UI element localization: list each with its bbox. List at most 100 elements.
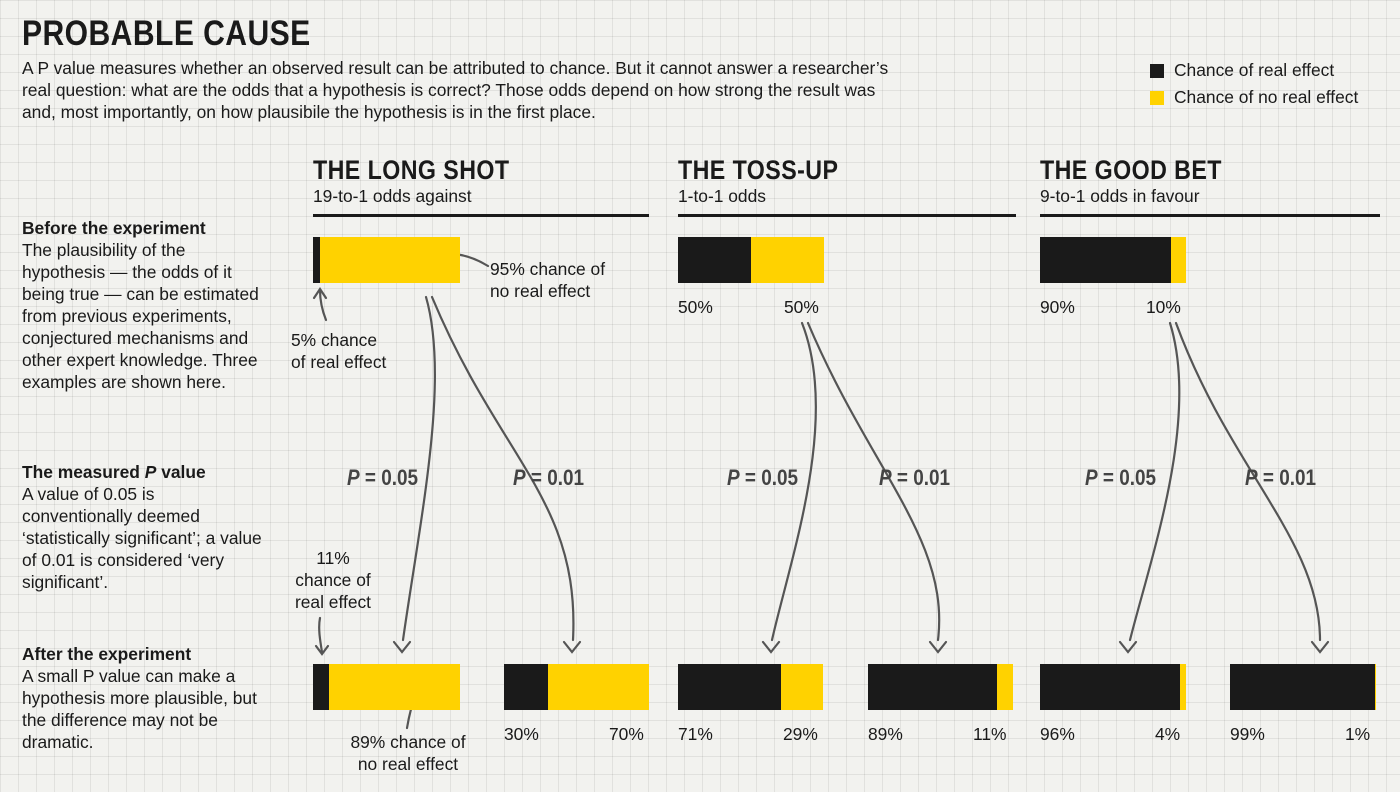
before-text: The plausibility of the hypothesis — the…: [22, 240, 259, 392]
pct-real: 89%: [868, 724, 903, 744]
column-rule: [1040, 214, 1380, 217]
column-longshot-header: THE LONG SHOT 19-to-1 odds against: [313, 155, 542, 207]
pvalue-text: A value of 0.05 is conventionally deemed…: [22, 484, 262, 592]
column-subtitle: 9-to-1 odds in favour: [1040, 186, 1200, 206]
p-label-goodbet-005: P = 0.05: [1085, 465, 1156, 491]
p-value: = 0.05: [1102, 465, 1157, 490]
arrow-tossup-p005: [770, 321, 818, 642]
bar-longshot-before: [313, 237, 460, 283]
column-subtitle: 1-to-1 odds: [678, 186, 766, 206]
pct-real: 99%: [1230, 724, 1265, 744]
bar-longshot-after-p001: [504, 664, 649, 710]
annotation-after-no-real: 89% chance of no real effect: [350, 732, 466, 774]
arrowhead: [1310, 640, 1330, 654]
pct-real: 50%: [678, 297, 713, 317]
column-rule: [313, 214, 649, 217]
bar-segment-real: [678, 237, 751, 283]
bar-segment-no-real: [780, 664, 823, 710]
bar-tossup-after-p001: [868, 664, 1013, 710]
bar-segment-no-real: [547, 664, 649, 710]
pct-no-real: 10%: [1146, 297, 1181, 317]
bar-segment-real: [868, 664, 998, 710]
column-subtitle: 19-to-1 odds against: [313, 186, 472, 206]
pct-no-real: 29%: [783, 724, 818, 744]
p-symbol: P: [727, 465, 740, 490]
arrowhead: [314, 644, 330, 656]
annotation-before-real: 5% chance of real effect: [291, 330, 387, 372]
bar-segment-real: [504, 664, 548, 710]
pct-no-real: 4%: [1155, 724, 1181, 744]
column-tossup-header: THE TOSS-UP 1-to-1 odds: [678, 155, 865, 207]
p-label-longshot-005: P = 0.05: [347, 465, 418, 491]
bar-goodbet-after-p005: [1040, 664, 1186, 710]
bar-tossup-before: [678, 237, 824, 283]
p-value: = 0.01: [1262, 465, 1317, 490]
bar-segment-no-real: [751, 237, 824, 283]
arrow-goodbet-p005: [1128, 321, 1181, 642]
bar-goodbet-after-p001: [1230, 664, 1376, 710]
bar-segment-real: [1040, 664, 1181, 710]
p-symbol: P: [513, 465, 526, 490]
column-goodbet-header: THE GOOD BET 9-to-1 odds in favour: [1040, 155, 1252, 207]
p-label-tossup-001: P = 0.01: [879, 465, 950, 491]
arrowhead: [312, 287, 328, 300]
bar-segment-no-real: [997, 664, 1013, 710]
arrow-tossup-p001: [806, 321, 941, 642]
bar-segment-real: [313, 664, 330, 710]
pvalue-heading-pre: The measured: [22, 462, 145, 482]
legend-swatch-real: [1150, 63, 1164, 78]
arrowhead: [1118, 640, 1138, 654]
pct-real: 90%: [1040, 297, 1075, 317]
legend-item-no-real: Chance of no real effect: [1150, 87, 1358, 108]
p-label-tossup-005: P = 0.05: [727, 465, 798, 491]
p-symbol: P: [879, 465, 892, 490]
column-rule: [678, 214, 1016, 217]
column-title: THE GOOD BET: [1040, 155, 1222, 185]
pvalue-heading: The measured P value: [22, 461, 262, 483]
p-value: = 0.01: [896, 465, 951, 490]
pct-real: 96%: [1040, 724, 1075, 744]
after-text: A small P value can make a hypothesis mo…: [22, 666, 257, 752]
pct-no-real: 11%: [973, 724, 1007, 744]
p-value: = 0.01: [530, 465, 585, 490]
bar-segment-no-real: [1171, 237, 1186, 283]
bar-longshot-after-p005: [313, 664, 460, 710]
pct-no-real: 70%: [609, 724, 644, 744]
bar-tossup-after-p005: [678, 664, 823, 710]
legend-label-real: Chance of real effect: [1174, 60, 1335, 80]
arrowhead: [392, 640, 412, 654]
intro-text: A P value measures whether an observed r…: [22, 58, 889, 122]
bar-segment-real: [1230, 664, 1375, 710]
legend-item-real: Chance of real effect: [1150, 60, 1334, 81]
p-symbol: P: [1245, 465, 1258, 490]
pct-no-real: 1%: [1345, 724, 1371, 744]
annotation-arrow-before-real: [318, 288, 328, 322]
before-heading: Before the experiment: [22, 218, 206, 238]
arrow-goodbet-p001: [1174, 321, 1322, 642]
bar-segment-real: [678, 664, 781, 710]
arrowhead: [928, 640, 948, 654]
p-symbol: P: [347, 465, 360, 490]
bar-goodbet-before: [1040, 237, 1186, 283]
pct-real: 71%: [678, 724, 713, 744]
arrow-longshot-p005: [401, 295, 437, 642]
annotation-before-no-real: 95% chance of no real effect: [490, 259, 606, 301]
pvalue-heading-post: value: [156, 462, 206, 482]
arrowhead: [761, 640, 781, 654]
p-value: = 0.05: [744, 465, 799, 490]
legend-swatch-no-real: [1150, 90, 1164, 105]
bar-segment-no-real: [320, 237, 460, 283]
bar-segment-no-real: [1374, 664, 1376, 710]
bar-segment-real: [1040, 237, 1172, 283]
annotation-after-real: 11% chance of real effect: [294, 548, 372, 612]
pct-no-real: 50%: [784, 297, 819, 317]
arrow-longshot-p001: [430, 295, 575, 642]
page-title: PROBABLE CAUSE: [22, 14, 311, 53]
pvalue-heading-p: P: [144, 462, 157, 482]
p-value: = 0.05: [364, 465, 419, 490]
column-title: THE LONG SHOT: [313, 155, 510, 185]
p-label-goodbet-001: P = 0.01: [1245, 465, 1316, 491]
bar-segment-no-real: [329, 664, 460, 710]
bar-segment-no-real: [1180, 664, 1186, 710]
